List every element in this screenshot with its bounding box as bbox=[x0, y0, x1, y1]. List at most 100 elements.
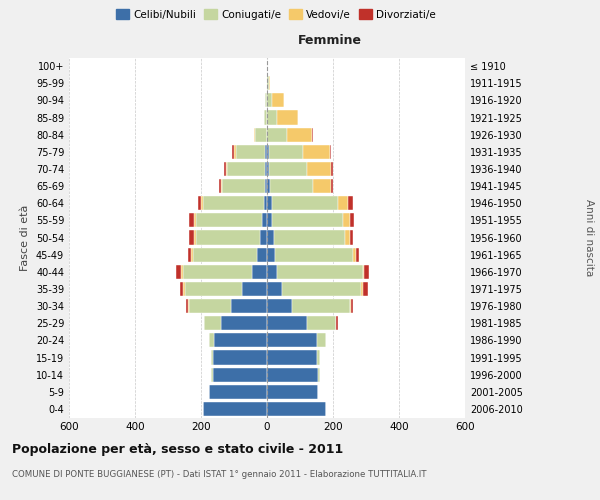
Bar bbox=[183, 265, 252, 279]
Bar bbox=[179, 282, 183, 296]
Bar bbox=[267, 110, 277, 124]
Bar bbox=[349, 230, 353, 244]
Bar bbox=[267, 316, 307, 330]
Bar bbox=[223, 179, 265, 193]
Bar bbox=[272, 214, 343, 228]
Bar bbox=[338, 196, 348, 210]
Bar bbox=[331, 179, 333, 193]
Bar bbox=[277, 110, 298, 124]
Bar bbox=[264, 196, 267, 210]
Bar bbox=[267, 248, 275, 262]
Bar bbox=[256, 128, 267, 141]
Bar bbox=[252, 265, 267, 279]
Bar bbox=[348, 196, 353, 210]
Bar bbox=[257, 248, 267, 262]
Bar bbox=[267, 214, 272, 228]
Bar bbox=[183, 282, 185, 296]
Bar bbox=[219, 179, 221, 193]
Bar bbox=[267, 385, 318, 399]
Bar bbox=[267, 179, 271, 193]
Bar bbox=[267, 128, 287, 141]
Bar bbox=[317, 350, 320, 364]
Bar bbox=[188, 248, 191, 262]
Bar bbox=[353, 248, 356, 262]
Bar bbox=[211, 368, 212, 382]
Bar bbox=[209, 385, 267, 399]
Bar bbox=[188, 299, 190, 313]
Bar bbox=[271, 179, 313, 193]
Bar bbox=[356, 248, 359, 262]
Bar bbox=[209, 334, 214, 347]
Y-axis label: Anni di nascita: Anni di nascita bbox=[584, 199, 595, 276]
Bar bbox=[204, 316, 221, 330]
Bar bbox=[272, 94, 284, 108]
Bar bbox=[337, 316, 338, 330]
Bar bbox=[351, 299, 353, 313]
Bar bbox=[311, 128, 313, 141]
Bar bbox=[349, 299, 351, 313]
Bar bbox=[194, 230, 196, 244]
Bar bbox=[185, 282, 242, 296]
Bar bbox=[191, 248, 193, 262]
Text: COMUNE DI PONTE BUGGIANESE (PT) - Dati ISTAT 1° gennaio 2011 - Elaborazione TUTT: COMUNE DI PONTE BUGGIANESE (PT) - Dati I… bbox=[12, 470, 427, 479]
Bar bbox=[201, 196, 203, 210]
Bar bbox=[361, 282, 362, 296]
Bar bbox=[282, 282, 361, 296]
Bar bbox=[254, 128, 256, 141]
Bar bbox=[203, 402, 267, 416]
Bar bbox=[265, 94, 267, 108]
Bar bbox=[364, 265, 370, 279]
Bar bbox=[203, 196, 264, 210]
Bar bbox=[362, 265, 364, 279]
Bar bbox=[262, 214, 267, 228]
Bar bbox=[277, 265, 362, 279]
Bar bbox=[196, 230, 260, 244]
Bar bbox=[193, 248, 257, 262]
Bar bbox=[265, 179, 267, 193]
Bar bbox=[267, 265, 277, 279]
Bar bbox=[331, 162, 333, 176]
Bar bbox=[269, 145, 303, 159]
Bar bbox=[194, 214, 196, 228]
Bar bbox=[236, 145, 265, 159]
Legend: Celibi/Nubili, Coniugati/e, Vedovi/e, Divorziati/e: Celibi/Nubili, Coniugati/e, Vedovi/e, Di… bbox=[112, 5, 440, 24]
Bar bbox=[242, 282, 267, 296]
Bar bbox=[267, 402, 326, 416]
Bar bbox=[190, 299, 230, 313]
Bar bbox=[330, 145, 331, 159]
Bar bbox=[224, 162, 226, 176]
Bar bbox=[211, 350, 212, 364]
Bar bbox=[265, 162, 267, 176]
Bar bbox=[313, 179, 331, 193]
Bar bbox=[304, 145, 330, 159]
Bar bbox=[226, 162, 227, 176]
Bar bbox=[181, 265, 183, 279]
Bar bbox=[318, 368, 320, 382]
Bar bbox=[267, 350, 317, 364]
Bar bbox=[221, 316, 267, 330]
Bar bbox=[230, 299, 267, 313]
Bar bbox=[212, 350, 267, 364]
Bar bbox=[186, 299, 188, 313]
Bar bbox=[307, 162, 331, 176]
Text: Popolazione per età, sesso e stato civile - 2011: Popolazione per età, sesso e stato civil… bbox=[12, 442, 343, 456]
Bar bbox=[267, 368, 318, 382]
Bar bbox=[264, 110, 267, 124]
Bar bbox=[292, 299, 349, 313]
Bar bbox=[260, 230, 267, 244]
Bar bbox=[212, 368, 267, 382]
Bar bbox=[267, 76, 269, 90]
Bar bbox=[232, 145, 234, 159]
Bar bbox=[196, 214, 262, 228]
Bar bbox=[267, 145, 269, 159]
Bar bbox=[362, 282, 368, 296]
Text: Femmine: Femmine bbox=[298, 34, 362, 46]
Bar bbox=[234, 145, 236, 159]
Bar bbox=[343, 214, 349, 228]
Bar bbox=[344, 230, 349, 244]
Bar bbox=[267, 334, 317, 347]
Y-axis label: Fasce di età: Fasce di età bbox=[20, 204, 30, 270]
Bar bbox=[287, 128, 311, 141]
Bar bbox=[267, 282, 282, 296]
Bar bbox=[317, 334, 326, 347]
